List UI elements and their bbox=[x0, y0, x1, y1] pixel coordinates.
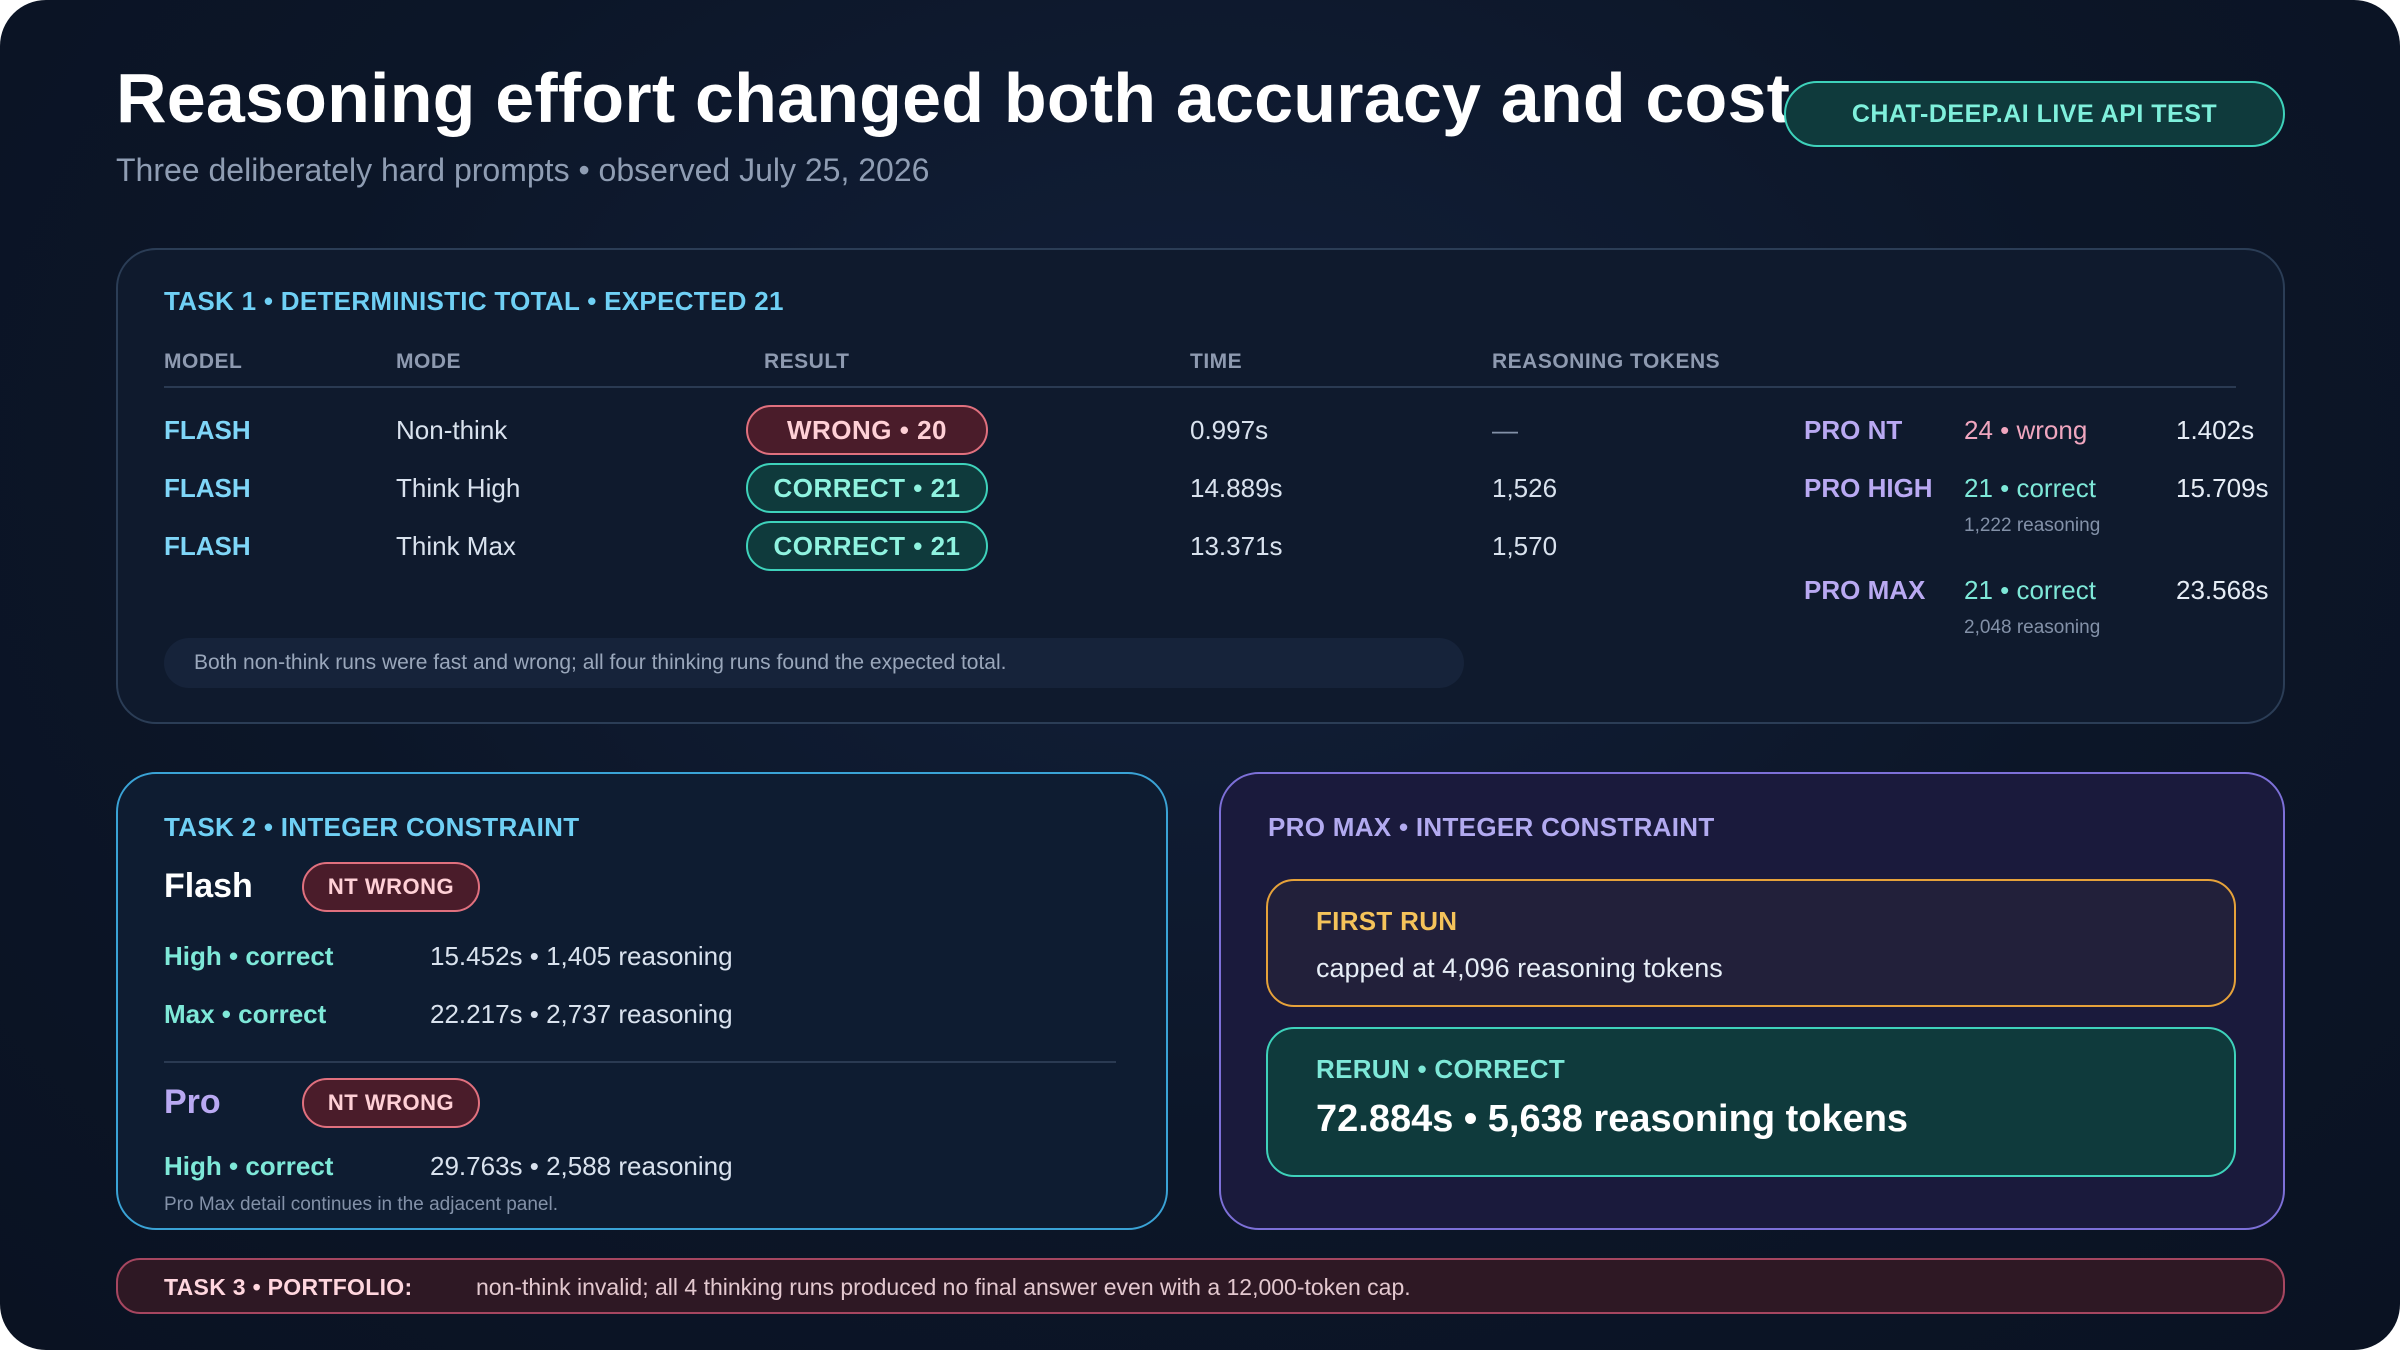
table-row-3-tokens: 1,570 bbox=[1492, 531, 1558, 561]
task2-flash-max-value: 22.217s • 2,737 reasoning bbox=[430, 999, 733, 1029]
task2-flash-max-label: Max • correct bbox=[164, 999, 327, 1029]
table-row-1-time: 0.997s bbox=[1190, 415, 1269, 445]
task2-panel bbox=[116, 772, 1168, 1230]
table-row-2-model: FLASH bbox=[164, 473, 251, 503]
table-row-1-mode: Non-think bbox=[396, 415, 508, 445]
table-row-3-time: 13.371s bbox=[1190, 531, 1283, 561]
table-row-2-tokens: 1,526 bbox=[1492, 473, 1558, 503]
task2-divider bbox=[164, 1061, 1116, 1063]
column-header-reasoning-tokens: REASONING TOKENS bbox=[1492, 350, 1721, 373]
pro-nt-label: PRO NT bbox=[1804, 415, 1903, 445]
task2-flash-high-label: High • correct bbox=[164, 941, 334, 971]
table-row-2-result-badge: CORRECT • 21 bbox=[746, 463, 988, 513]
table-row-3-result-badge: CORRECT • 21 bbox=[746, 521, 988, 571]
table-row-3-mode: Think Max bbox=[396, 531, 516, 561]
table-row-1-result-badge: WRONG • 20 bbox=[746, 405, 988, 455]
task2-flash-name: Flash bbox=[164, 867, 253, 905]
pro-high-label: PRO HIGH bbox=[1804, 473, 1933, 503]
pro-high-value: 21 • correct bbox=[1964, 473, 2096, 503]
task2-flash-nt-badge: NT WRONG bbox=[302, 862, 480, 912]
pro-max-reasoning: 2,048 reasoning bbox=[1964, 617, 2101, 638]
table-row-1-model: FLASH bbox=[164, 415, 251, 445]
promax-heading: PRO MAX • INTEGER CONSTRAINT bbox=[1268, 812, 1715, 842]
pro-nt-time: 1.402s bbox=[2176, 415, 2255, 445]
column-header-time: TIME bbox=[1190, 350, 1243, 373]
table-row-1-tokens: — bbox=[1492, 415, 1518, 445]
task1-heading: TASK 1 • DETERMINISTIC TOTAL • EXPECTED … bbox=[164, 286, 784, 316]
first-run-text: capped at 4,096 reasoning tokens bbox=[1316, 953, 1723, 983]
page-title: Reasoning effort changed both accuracy a… bbox=[116, 59, 1791, 137]
pro-max-time: 23.568s bbox=[2176, 575, 2269, 605]
table-row-3-model: FLASH bbox=[164, 531, 251, 561]
table-row-2-mode: Think High bbox=[396, 473, 521, 503]
table-row-2-time: 14.889s bbox=[1190, 473, 1283, 503]
first-run-label: FIRST RUN bbox=[1316, 906, 1458, 936]
column-header-mode: MODE bbox=[396, 350, 461, 373]
rerun-label: RERUN • CORRECT bbox=[1316, 1054, 1566, 1084]
task2-flash-high-value: 15.452s • 1,405 reasoning bbox=[430, 941, 733, 971]
rerun-result: 72.884s • 5,638 reasoning tokens bbox=[1316, 1098, 1909, 1140]
pro-max-value: 21 • correct bbox=[1964, 575, 2096, 605]
task2-pro-nt-badge: NT WRONG bbox=[302, 1078, 480, 1128]
table-header-divider bbox=[164, 386, 2236, 388]
pro-high-time: 15.709s bbox=[2176, 473, 2269, 503]
task3-text: non-think invalid; all 4 thinking runs p… bbox=[476, 1274, 1411, 1300]
pro-nt-value: 24 • wrong bbox=[1964, 415, 2088, 445]
page-subtitle: Three deliberately hard prompts • observ… bbox=[116, 152, 930, 188]
task2-pro-high-label: High • correct bbox=[164, 1151, 334, 1181]
column-header-result: RESULT bbox=[764, 350, 850, 373]
task2-note: Pro Max detail continues in the adjacent… bbox=[164, 1194, 558, 1215]
task2-pro-name: Pro bbox=[164, 1083, 221, 1121]
pro-high-reasoning: 1,222 reasoning bbox=[1964, 515, 2101, 536]
rerun-box bbox=[1266, 1027, 2236, 1177]
task1-note: Both non-think runs were fast and wrong;… bbox=[164, 638, 1464, 688]
live-test-badge: CHAT-DEEP.AI LIVE API TEST bbox=[1784, 81, 2285, 147]
pro-max-label: PRO MAX bbox=[1804, 575, 1926, 605]
task3-strip bbox=[116, 1258, 2285, 1314]
task2-heading: TASK 2 • INTEGER CONSTRAINT bbox=[164, 812, 580, 842]
column-header-model: MODEL bbox=[164, 350, 243, 373]
task3-label: TASK 3 • PORTFOLIO: bbox=[164, 1274, 413, 1300]
task2-pro-high-value: 29.763s • 2,588 reasoning bbox=[430, 1151, 733, 1181]
first-run-box bbox=[1266, 879, 2236, 1007]
